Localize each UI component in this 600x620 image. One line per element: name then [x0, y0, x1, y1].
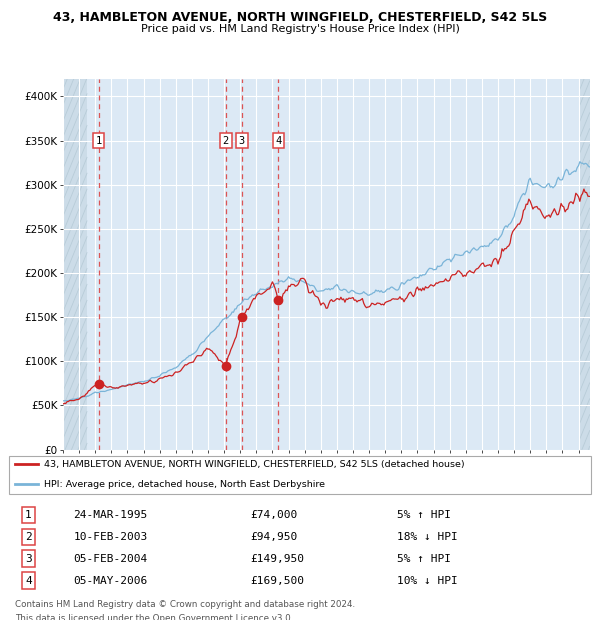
Text: 2: 2 — [25, 532, 32, 542]
Text: 05-FEB-2004: 05-FEB-2004 — [74, 554, 148, 564]
Text: Price paid vs. HM Land Registry's House Price Index (HPI): Price paid vs. HM Land Registry's House … — [140, 24, 460, 33]
Text: 10% ↓ HPI: 10% ↓ HPI — [397, 575, 458, 585]
Text: £169,500: £169,500 — [250, 575, 304, 585]
Text: 18% ↓ HPI: 18% ↓ HPI — [397, 532, 458, 542]
Text: HPI: Average price, detached house, North East Derbyshire: HPI: Average price, detached house, Nort… — [44, 480, 325, 489]
Text: £149,950: £149,950 — [250, 554, 304, 564]
Text: 4: 4 — [275, 136, 281, 146]
Text: 3: 3 — [239, 136, 245, 146]
Text: 43, HAMBLETON AVENUE, NORTH WINGFIELD, CHESTERFIELD, S42 5LS (detached house): 43, HAMBLETON AVENUE, NORTH WINGFIELD, C… — [44, 460, 465, 469]
Text: 05-MAY-2006: 05-MAY-2006 — [74, 575, 148, 585]
Text: 5% ↑ HPI: 5% ↑ HPI — [397, 510, 451, 520]
Text: 24-MAR-1995: 24-MAR-1995 — [74, 510, 148, 520]
Text: 5% ↑ HPI: 5% ↑ HPI — [397, 554, 451, 564]
Polygon shape — [63, 79, 87, 450]
Text: 4: 4 — [25, 575, 32, 585]
FancyBboxPatch shape — [9, 456, 591, 494]
Text: 43, HAMBLETON AVENUE, NORTH WINGFIELD, CHESTERFIELD, S42 5LS: 43, HAMBLETON AVENUE, NORTH WINGFIELD, C… — [53, 11, 547, 24]
Text: 1: 1 — [95, 136, 102, 146]
Polygon shape — [580, 79, 590, 450]
Text: This data is licensed under the Open Government Licence v3.0.: This data is licensed under the Open Gov… — [15, 614, 293, 620]
Text: Contains HM Land Registry data © Crown copyright and database right 2024.: Contains HM Land Registry data © Crown c… — [15, 600, 355, 609]
Text: 3: 3 — [25, 554, 32, 564]
Text: £74,000: £74,000 — [250, 510, 297, 520]
Text: 10-FEB-2003: 10-FEB-2003 — [74, 532, 148, 542]
Text: £94,950: £94,950 — [250, 532, 297, 542]
Text: 2: 2 — [223, 136, 229, 146]
Text: 1: 1 — [25, 510, 32, 520]
